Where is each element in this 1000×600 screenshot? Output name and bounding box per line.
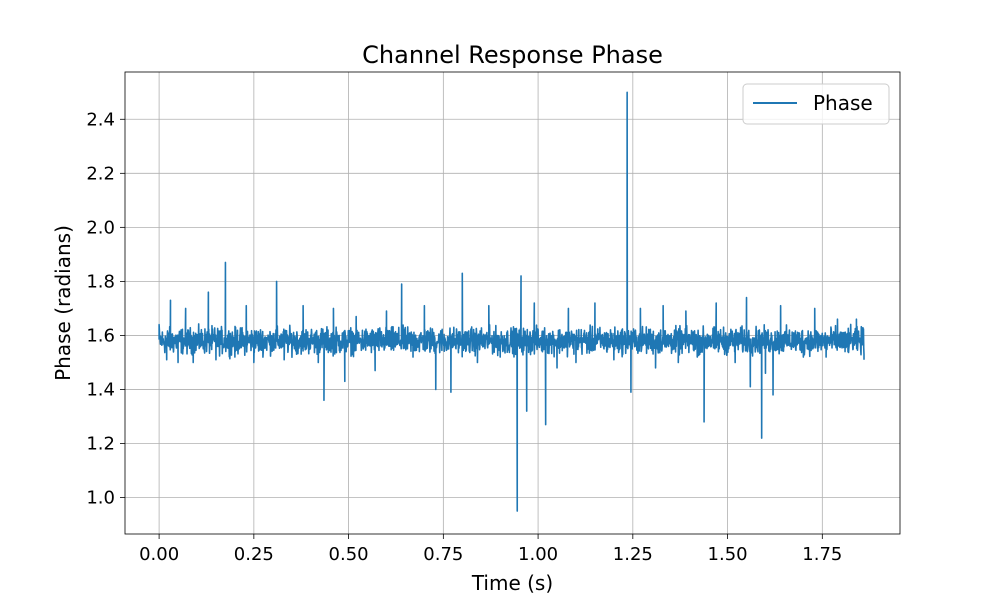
legend: Phase bbox=[742, 83, 890, 125]
x-tick-label: 0.50 bbox=[329, 544, 369, 565]
y-tick-label: 2.2 bbox=[86, 163, 115, 184]
x-tick-label: 1.50 bbox=[708, 544, 748, 565]
x-axis-label: Time (s) bbox=[471, 571, 553, 595]
x-tick-label: 0.00 bbox=[139, 544, 179, 565]
x-tick-label: 1.75 bbox=[802, 544, 842, 565]
plot-area bbox=[158, 91, 865, 512]
y-tick-label: 1.6 bbox=[86, 325, 115, 346]
y-axis-label: Phase (radians) bbox=[51, 225, 75, 381]
x-tick-label: 1.25 bbox=[613, 544, 653, 565]
y-tick-label: 1.2 bbox=[86, 433, 115, 454]
y-tick-label: 1.0 bbox=[86, 488, 115, 509]
chart-title: Channel Response Phase bbox=[362, 41, 663, 69]
y-tick-label: 2.4 bbox=[86, 109, 115, 130]
legend-label-phase: Phase bbox=[813, 91, 873, 115]
y-tick-label: 1.4 bbox=[86, 379, 115, 400]
x-tick-label: 0.25 bbox=[234, 544, 274, 565]
y-tick-label: 2.0 bbox=[86, 217, 115, 238]
series-line-phase bbox=[158, 91, 865, 512]
grid-lines bbox=[125, 72, 900, 534]
x-tick-label: 0.75 bbox=[423, 544, 463, 565]
y-axis-ticks: 1.0 1.2 1.4 1.6 1.8 2.0 2.2 2.4 bbox=[86, 109, 125, 509]
legend-frame bbox=[742, 83, 890, 125]
axes-frame bbox=[124, 71, 901, 535]
x-tick-label: 1.00 bbox=[518, 544, 558, 565]
x-axis-ticks: 0.00 0.25 0.50 0.75 1.00 1.25 1.50 1.75 bbox=[139, 534, 842, 565]
y-tick-label: 1.8 bbox=[86, 271, 115, 292]
